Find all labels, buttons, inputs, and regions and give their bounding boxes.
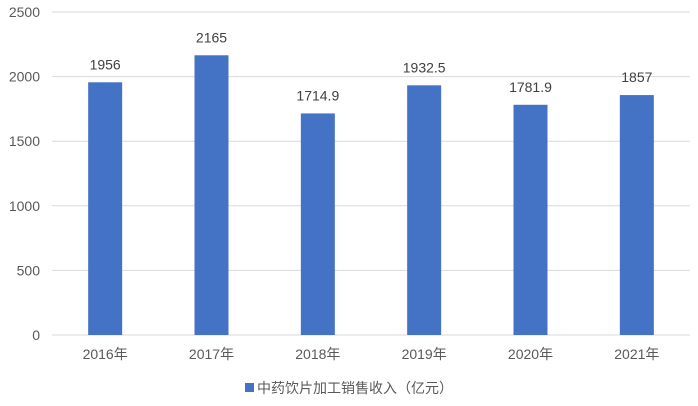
x-tick-label: 2020年 <box>508 346 553 362</box>
data-label: 1956 <box>90 56 121 72</box>
bars <box>88 55 654 336</box>
data-label: 1781.9 <box>509 79 552 95</box>
y-tick-label: 500 <box>17 262 41 278</box>
legend: 中药饮片加工销售收入（亿元） <box>245 380 453 396</box>
bar <box>194 55 229 335</box>
bar <box>300 113 335 335</box>
legend-swatch <box>245 383 254 392</box>
y-tick-label: 2500 <box>9 4 40 20</box>
data-label: 1714.9 <box>296 87 339 103</box>
data-label: 1932.5 <box>403 59 446 75</box>
gridlines <box>52 11 690 336</box>
data-labels: 1956 2165 1714.9 1932.5 1781.9 1857 <box>90 29 653 103</box>
bar <box>88 82 123 336</box>
x-axis-ticks: 2016年 2017年 2018年 2019年 2020年 2021年 <box>83 346 660 362</box>
y-axis-ticks: 0 500 1000 1500 2000 2500 <box>9 4 40 343</box>
bar <box>407 85 442 335</box>
x-tick-label: 2018年 <box>295 346 340 362</box>
y-tick-label: 1500 <box>9 133 40 149</box>
x-tick-label: 2016年 <box>83 346 128 362</box>
bar <box>513 104 548 335</box>
data-label: 2165 <box>196 29 227 45</box>
x-tick-label: 2019年 <box>402 346 447 362</box>
y-tick-label: 1000 <box>9 198 40 214</box>
legend-label: 中药饮片加工销售收入（亿元） <box>257 380 453 396</box>
x-tick-label: 2021年 <box>614 346 659 362</box>
y-tick-label: 2000 <box>9 69 40 85</box>
x-tick-label: 2017年 <box>189 346 234 362</box>
bar <box>619 95 654 336</box>
y-tick-label: 0 <box>32 327 40 343</box>
data-label: 1857 <box>621 69 652 85</box>
